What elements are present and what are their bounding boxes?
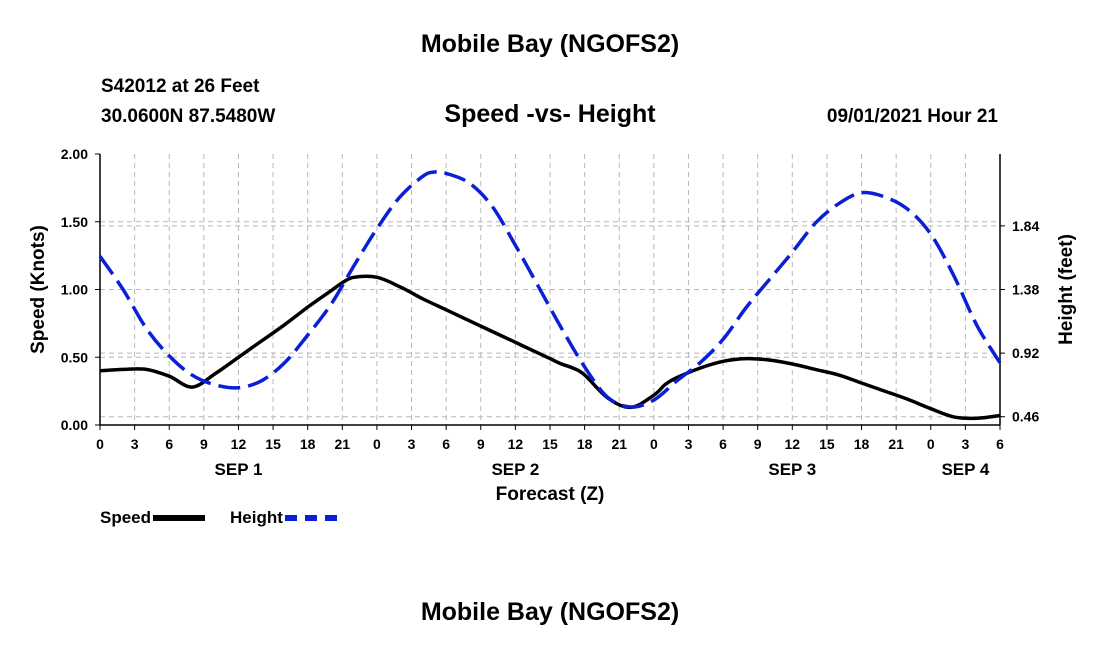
station-label: S42012 at 26 Feet [101, 76, 260, 97]
legend-speed: Speed [100, 508, 206, 528]
x-tick-label: 21 [611, 436, 627, 452]
date-label: SEP 2 [491, 460, 539, 479]
x-tick-label: 12 [508, 436, 524, 452]
y-tick-label: 0.00 [61, 417, 88, 433]
y2-tick-label: 1.84 [1012, 218, 1039, 234]
chart-title: Speed -vs- Height [444, 100, 656, 128]
x-tick-label: 9 [477, 436, 485, 452]
x-tick-label: 3 [408, 436, 416, 452]
x-tick-label: 0 [927, 436, 935, 452]
x-tick-label: 18 [854, 436, 870, 452]
date-label: SEP 4 [941, 460, 989, 479]
date-label: SEP 3 [768, 460, 816, 479]
y-tick-label: 1.50 [61, 214, 88, 230]
x-tick-label: 12 [231, 436, 247, 452]
x-tick-label: 21 [888, 436, 904, 452]
x-tick-label: 12 [785, 436, 801, 452]
footer-title: Mobile Bay (NGOFS2) [420, 598, 680, 626]
date-label: SEP 1 [215, 460, 263, 479]
y2-tick-label: 0.46 [1012, 409, 1039, 425]
x-tick-label: 6 [719, 436, 727, 452]
x-tick-label: 15 [542, 436, 558, 452]
coordinates-label: 30.0600N 87.5480W [101, 106, 276, 127]
y2-tick-label: 0.92 [1012, 345, 1039, 361]
y-tick-label: 0.50 [61, 349, 88, 365]
legend-height: Height [230, 508, 337, 528]
x-tick-label: 6 [442, 436, 450, 452]
datetime-label: 09/01/2021 Hour 21 [826, 106, 998, 127]
y-tick-label: 1.00 [61, 282, 88, 298]
y2-axis-title: Height (feet) [1056, 234, 1077, 345]
x-tick-label: 9 [754, 436, 762, 452]
x-tick-label: 18 [300, 436, 316, 452]
x-tick-label: 6 [165, 436, 173, 452]
height-series-line [98, 169, 1002, 409]
legend-height-label: Height [230, 508, 283, 527]
y-tick-label: 2.00 [61, 146, 88, 162]
x-tick-label: 9 [200, 436, 208, 452]
x-tick-label: 21 [335, 436, 351, 452]
x-tick-label: 0 [373, 436, 381, 452]
x-tick-label: 0 [96, 436, 104, 452]
legend-speed-label: Speed [100, 508, 152, 527]
x-tick-label: 18 [577, 436, 593, 452]
x-tick-label: 0 [650, 436, 658, 452]
y-axis-title: Speed (Knots) [28, 225, 49, 354]
page-title: Mobile Bay (NGOFS2) [420, 30, 680, 58]
x-tick-label: 3 [961, 436, 969, 452]
x-axis-title: Forecast (Z) [496, 484, 605, 505]
x-tick-label: 15 [265, 436, 281, 452]
x-tick-label: 15 [819, 436, 835, 452]
x-tick-label: 3 [131, 436, 139, 452]
x-tick-label: 6 [996, 436, 1004, 452]
speed-series-line [99, 274, 1001, 421]
legend-height-swatch [284, 515, 337, 521]
legend-speed-swatch [153, 515, 206, 521]
x-tick-label: 3 [685, 436, 693, 452]
y2-tick-label: 1.38 [1012, 282, 1039, 298]
